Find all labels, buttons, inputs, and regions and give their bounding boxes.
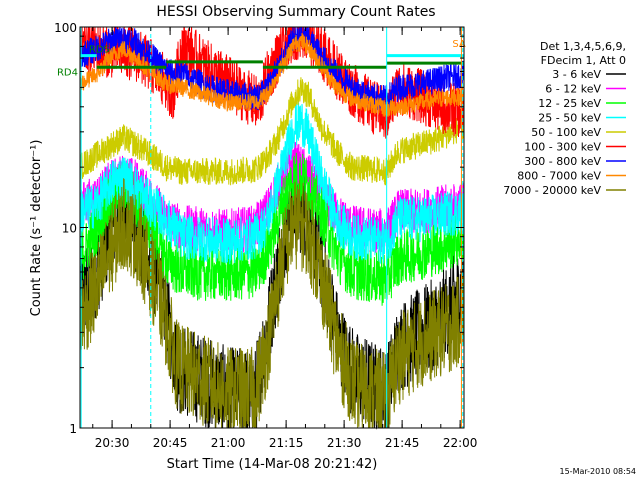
x-tick-label-20-30: 20:30 — [95, 436, 130, 450]
legend: Det 1,3,4,5,6,9, FDecim 1, Att 0 3 - 6 k… — [503, 40, 626, 197]
legend-header-line-1: Det 1,3,4,5,6,9, — [540, 40, 626, 53]
legend-label-25-50-kev: 25 - 50 keV — [538, 112, 601, 125]
y-tick-label-100: 100 — [54, 21, 77, 35]
footer-date: 15-Mar-2010 08:54 — [560, 467, 637, 476]
x-axis-label: Start Time (14-Mar-08 20:21:42) — [167, 457, 378, 472]
legend-label-300-800-kev: 300 - 800 keV — [524, 155, 601, 168]
annotations-layer: RD4 RDS SA — [57, 39, 466, 78]
series-50-100-kev — [79, 77, 465, 186]
x-tick-label-20-45: 20:45 — [153, 436, 188, 450]
x-tick-label-22-00: 22:00 — [443, 436, 478, 450]
x-tick-label-21-15: 21:15 — [269, 436, 304, 450]
y-tick-label-10: 10 — [62, 222, 77, 236]
series-800-7000-kev — [79, 33, 465, 117]
axis-ticks-layer: 20:30 20:45 21:00 21:15 21:30 21:45 22:00 1 10 10… — [54, 21, 477, 450]
annotation-sa: SA — [452, 39, 466, 50]
annotation-rds: RDS — [89, 45, 110, 56]
legend-label-12-25-kev: 12 - 25 keV — [538, 97, 601, 110]
chart-title: HESSI Observing Summary Count Rates — [156, 4, 435, 20]
legend-label-7000-20000-kev: 7000 - 20000 keV — [503, 184, 601, 197]
legend-label-3-6-kev: 3 - 6 keV — [552, 68, 601, 81]
series-layer — [79, 26, 465, 430]
annotation-rd4: RD4 — [57, 67, 78, 78]
level-lines-layer — [80, 54, 464, 69]
legend-label-50-100-kev: 50 - 100 keV — [531, 126, 601, 139]
x-tick-label-21-30: 21:30 — [327, 436, 362, 450]
series-25-50-kev — [79, 100, 465, 265]
legend-label-6-12-kev: 6 - 12 keV — [545, 83, 601, 96]
x-tick-label-21-45: 21:45 — [385, 436, 420, 450]
y-tick-label-1: 1 — [69, 422, 77, 436]
legend-label-100-300-kev: 100 - 300 keV — [524, 141, 601, 154]
legend-header-line-2: FDecim 1, Att 0 — [541, 54, 626, 67]
legend-label-800-7000-kev: 800 - 7000 keV — [517, 170, 601, 183]
x-tick-label-21-00: 21:00 — [211, 436, 246, 450]
y-axis-label: Count Rate (s⁻¹ detector⁻¹) — [29, 140, 44, 317]
series-7000-20000-kev — [79, 178, 465, 429]
